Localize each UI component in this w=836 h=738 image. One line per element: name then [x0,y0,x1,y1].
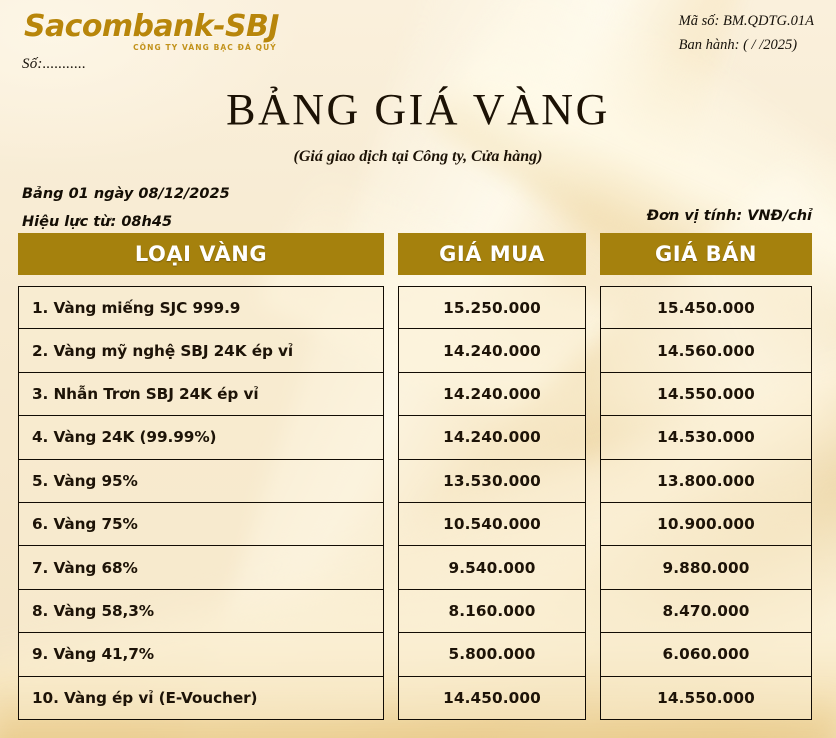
company-name: Sacombank-SBJ [24,9,279,44]
table-row: 1. Vàng miếng SJC 999.9 15.250.000 15.450.… [18,286,812,330]
board-date: Bảng 01 ngày 08/12/2025 [22,186,230,202]
sell-price-cell: 14.550.000 [600,676,812,720]
document-code: Mã số: BM.QDTG.01A [678,13,814,29]
buy-price-cell: 10.540.000 [398,502,586,547]
sell-price-cell: 15.450.000 [600,286,812,330]
buy-price-cell: 14.450.000 [398,676,586,720]
gold-type-cell: 5. Vàng 95% [18,459,384,503]
column-header-buy-price: GIÁ MUA [398,233,586,275]
table-row: 3. Nhẫn Trơn SBJ 24K ép vỉ 14.240.000 14.5… [18,372,812,417]
column-header-sell-price: GIÁ BÁN [600,233,812,275]
buy-price-cell: 14.240.000 [398,329,586,373]
price-unit-label: Đơn vị tính: VNĐ/chỉ [646,208,812,224]
buy-price-cell: 9.540.000 [398,546,586,590]
table-row: 10. Vàng ép vỉ (E-Voucher) 14.450.000 14.5… [18,676,812,720]
buy-price-cell: 8.160.000 [398,589,586,634]
buy-price-cell: 13.530.000 [398,459,586,503]
document-issue-date: Ban hành: ( / /2025) [678,36,798,53]
company-logo: Sacombank-SBJ CÔNG TY VÀNG BẠC ĐÁ QUÝ [24,9,279,53]
sell-price-cell: 14.530.000 [600,416,812,460]
sell-price-cell: 14.550.000 [600,372,812,417]
buy-price-cell: 5.800.000 [398,633,586,677]
gold-type-cell: 4. Vàng 24K (99.99%) [18,416,384,460]
gold-type-cell: 2. Vàng mỹ nghệ SBJ 24K ép vỉ [18,329,384,373]
board-info: Bảng 01 ngày 08/12/2025 Hiệu lực từ: 08h… [22,180,230,237]
buy-price-cell: 14.240.000 [398,416,586,460]
gold-type-cell: 10. Vàng ép vỉ (E-Voucher) [18,676,384,720]
gold-type-cell: 9. Vàng 41,7% [18,633,384,677]
sell-price-cell: 14.560.000 [600,329,812,373]
effective-time: Hiệu lực từ: 08h45 [22,214,173,231]
sell-price-cell: 6.060.000 [600,633,812,677]
table-row: 5. Vàng 95% 13.530.000 13.800.000 [18,459,812,503]
document-meta: Mã số: BM.QDTG.01A Ban hành: ( / /2025) [679,10,814,58]
page-subtitle: (Giá giao dịch tại Công ty, Cửa hàng) [293,148,543,165]
gold-type-cell: 8. Vàng 58,3% [18,589,384,634]
table-row: 6. Vàng 75% 10.540.000 10.900.000 [18,502,812,547]
gold-type-cell: 3. Nhẫn Trơn SBJ 24K ép vỉ [18,372,384,417]
table-row: 2. Vàng mỹ nghệ SBJ 24K ép vỉ 14.240.000 1… [18,329,812,373]
page-title: BẢNG GIÁ VÀNG [226,85,610,134]
table-row: 8. Vàng 58,3% 8.160.000 8.470.000 [18,589,812,634]
gold-type-cell: 7. Vàng 68% [18,546,384,590]
table-header-row: LOẠI VÀNG GIÁ MUA GIÁ BÁN [18,233,812,275]
column-header-gold-type: LOẠI VÀNG [18,233,384,275]
buy-price-cell: 14.240.000 [398,372,586,417]
sell-price-cell: 13.800.000 [600,459,812,503]
table-row: 9. Vàng 41,7% 5.800.000 6.060.000 [18,633,812,677]
buy-price-cell: 15.250.000 [398,286,586,330]
gold-type-cell: 6. Vàng 75% [18,502,384,547]
gold-type-cell: 1. Vàng miếng SJC 999.9 [18,286,384,330]
gold-price-table: LOẠI VÀNG GIÁ MUA GIÁ BÁN 1. Vàng miếng … [18,233,812,720]
table-row: 4. Vàng 24K (99.99%) 14.240.000 14.530.000 [18,416,812,460]
sell-price-cell: 10.900.000 [600,502,812,547]
table-row: 7. Vàng 68% 9.540.000 9.880.000 [18,546,812,590]
sell-price-cell: 9.880.000 [600,546,812,590]
company-tagline: CÔNG TY VÀNG BẠC ĐÁ QUÝ [133,43,277,52]
document-number: Số:........... [22,56,87,72]
sell-price-cell: 8.470.000 [600,589,812,634]
